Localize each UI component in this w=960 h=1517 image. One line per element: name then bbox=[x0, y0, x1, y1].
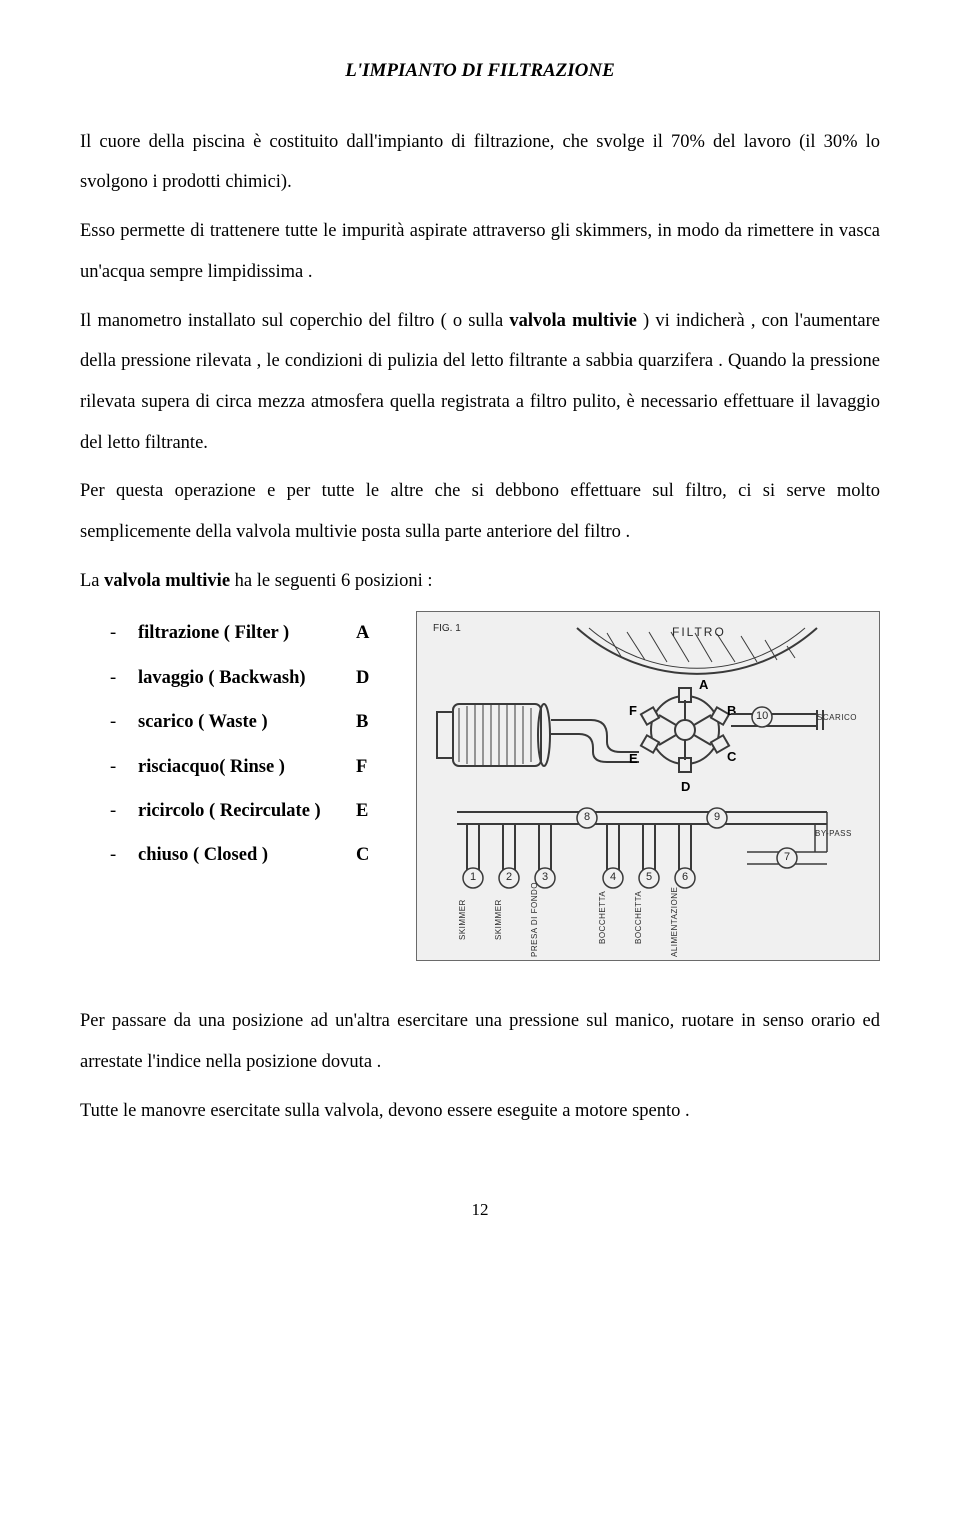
valve-letter-e: E bbox=[629, 752, 638, 765]
list-letter: A bbox=[356, 611, 386, 655]
p4-c: ha le seguenti 6 posizioni : bbox=[230, 571, 432, 591]
bottom-label-2: SKIMMER bbox=[495, 900, 503, 941]
positions-list: - filtrazione ( Filter ) A - lavaggio ( … bbox=[80, 611, 386, 877]
paragraph-valvola-intro: La valvola multivie ha le seguenti 6 pos… bbox=[80, 561, 880, 602]
list-label: scarico ( Waste ) bbox=[138, 700, 356, 744]
bottom-label-4: BOCCHETTA bbox=[599, 891, 607, 944]
list-label: ricircolo ( Recirculate ) bbox=[138, 789, 356, 833]
circle-num-1: 1 bbox=[470, 872, 476, 883]
circle-num-3: 3 bbox=[542, 872, 548, 883]
list-dash: - bbox=[110, 745, 138, 789]
list-label: lavaggio ( Backwash) bbox=[138, 656, 356, 700]
filtro-label: FILTRO bbox=[672, 626, 726, 638]
circle-num-8: 8 bbox=[584, 812, 590, 823]
valve-letter-c: C bbox=[727, 750, 736, 763]
list-item: - lavaggio ( Backwash) D bbox=[110, 656, 386, 700]
p2-a: Il manometro installato sul coperchio de… bbox=[80, 311, 509, 331]
list-letter: F bbox=[356, 745, 386, 789]
list-dash: - bbox=[110, 656, 138, 700]
circle-num-7: 7 bbox=[784, 852, 790, 863]
positions-section: - filtrazione ( Filter ) A - lavaggio ( … bbox=[80, 611, 880, 961]
paragraph-operazione: Per questa operazione e per tutte le alt… bbox=[80, 471, 880, 552]
list-item: - ricircolo ( Recirculate ) E bbox=[110, 789, 386, 833]
list-dash: - bbox=[110, 789, 138, 833]
p2-bold: valvola multivie bbox=[509, 311, 636, 331]
list-label: chiuso ( Closed ) bbox=[138, 833, 356, 877]
scarico-label: SCARICO bbox=[817, 714, 857, 722]
list-label: filtrazione ( Filter ) bbox=[138, 611, 356, 655]
p4-a: La bbox=[80, 571, 104, 591]
bottom-label-5: BOCCHETTA bbox=[635, 891, 643, 944]
p4-bold: valvola multivie bbox=[104, 571, 230, 591]
fig-label: FIG. 1 bbox=[433, 624, 461, 634]
list-item: - chiuso ( Closed ) C bbox=[110, 833, 386, 877]
list-dash: - bbox=[110, 700, 138, 744]
circle-num-6: 6 bbox=[682, 872, 688, 883]
paragraph-closing-2: Tutte le manovre esercitate sulla valvol… bbox=[80, 1091, 880, 1132]
p2-c: ) vi indicherà , con l'aumentare della p… bbox=[80, 311, 880, 453]
list-item: - risciacquo( Rinse ) F bbox=[110, 745, 386, 789]
list-item: - scarico ( Waste ) B bbox=[110, 700, 386, 744]
circle-num-10: 10 bbox=[756, 711, 768, 722]
list-item: - filtrazione ( Filter ) A bbox=[110, 611, 386, 655]
valve-wheel-icon bbox=[635, 680, 735, 780]
list-dash: - bbox=[110, 833, 138, 877]
list-letter: B bbox=[356, 700, 386, 744]
manifold-icon bbox=[437, 782, 857, 902]
valve-letter-a: A bbox=[699, 678, 708, 691]
list-letter: C bbox=[356, 833, 386, 877]
list-dash: - bbox=[110, 611, 138, 655]
valve-diagram: FIG. 1 FILTRO bbox=[416, 611, 880, 961]
paragraph-closing-1: Per passare da una posizione ad un'altra… bbox=[80, 1001, 880, 1082]
pump-icon bbox=[429, 694, 559, 779]
page-number: 12 bbox=[80, 1191, 880, 1228]
bottom-label-6: ALIMENTAZIONE bbox=[671, 887, 679, 957]
list-letter: E bbox=[356, 789, 386, 833]
list-label: risciacquo( Rinse ) bbox=[138, 745, 356, 789]
bottom-label-3: PRESA DI FONDO bbox=[531, 882, 539, 957]
bypass-label: BY-PASS bbox=[815, 830, 852, 838]
paragraph-intro-1: Il cuore della piscina è costituito dall… bbox=[80, 122, 880, 203]
circle-num-4: 4 bbox=[610, 872, 616, 883]
circle-num-2: 2 bbox=[506, 872, 512, 883]
list-letter: D bbox=[356, 656, 386, 700]
circle-num-5: 5 bbox=[646, 872, 652, 883]
page-title: L'IMPIANTO DI FILTRAZIONE bbox=[80, 50, 880, 92]
paragraph-intro-2: Esso permette di trattenere tutte le imp… bbox=[80, 211, 880, 292]
bottom-label-1: SKIMMER bbox=[459, 900, 467, 941]
valve-letter-f: F bbox=[629, 704, 637, 717]
circle-num-9: 9 bbox=[714, 812, 720, 823]
paragraph-manometro: Il manometro installato sul coperchio de… bbox=[80, 301, 880, 464]
